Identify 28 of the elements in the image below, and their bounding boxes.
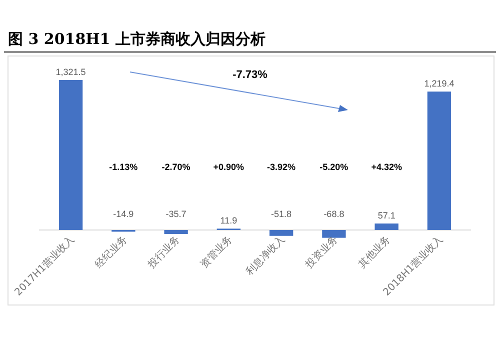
annotation: -1.13% (109, 162, 138, 172)
annotation: -3.92% (267, 162, 296, 172)
data-label: -35.7 (166, 209, 186, 219)
x-tick-label: 其他业务 (356, 234, 393, 270)
annotation: +0.90% (213, 162, 244, 172)
bar (374, 224, 398, 230)
data-label: -51.8 (271, 209, 292, 219)
annotation: -5.20% (320, 162, 348, 172)
bar (164, 230, 188, 234)
data-label: 1,321.5 (56, 67, 86, 77)
bar (322, 230, 346, 238)
x-tick-label: 投资业务 (302, 234, 340, 272)
annotation: +4.32% (371, 162, 402, 172)
data-label: -14.9 (113, 209, 134, 219)
x-tick-label: 资管业务 (198, 234, 235, 270)
chart-title: 图 3 2018H1 上市券商收入归因分析 (8, 30, 266, 48)
annotation: -7.73% (232, 69, 268, 81)
x-tick-label: 经纪业务 (92, 234, 130, 270)
annotation: -2.70% (162, 162, 190, 172)
data-label: -68.8 (324, 209, 344, 219)
data-label: 1,219.4 (424, 78, 454, 89)
x-tick-label: 利息净收入 (244, 234, 288, 278)
bar (269, 230, 294, 236)
data-label: 11.9 (220, 216, 238, 226)
bar (427, 92, 452, 230)
x-tick-label: 投行业务 (144, 234, 182, 272)
data-label: 57.1 (378, 210, 396, 221)
bar (58, 80, 83, 230)
